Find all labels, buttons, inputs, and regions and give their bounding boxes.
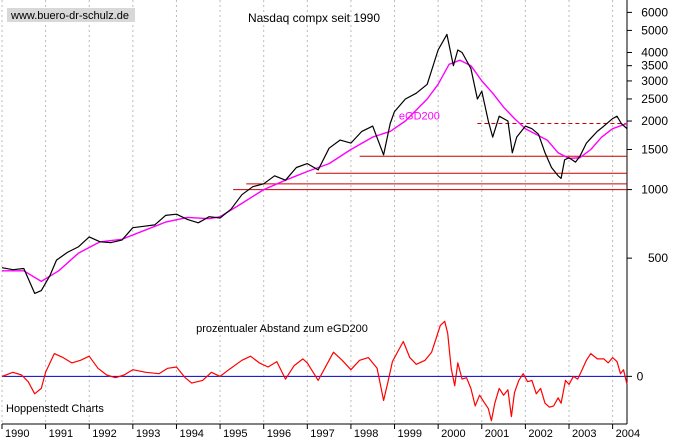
y-tick-label-3000: 3000 [641,74,668,88]
site-label-box [7,8,135,22]
source-label: Hoppenstedt Charts [6,403,104,415]
egd200-annotation: eGD200 [399,111,440,123]
y-tick-label-5000: 5000 [641,23,668,37]
y-tick-label-6000: 6000 [641,5,668,19]
x-tick-label-1992: 1992 [92,428,116,440]
y-tick-label-2000: 2000 [641,114,668,128]
y-tick-label-4000: 4000 [641,45,668,59]
x-tick-label-1993: 1993 [136,428,160,440]
lower-series-layer [1,320,628,422]
x-tick-label-1994: 1994 [179,428,203,440]
y-tick-label-2500: 2500 [641,92,668,106]
x-tick-label-2002: 2002 [528,428,552,440]
plot-frame [2,0,628,425]
y-tick-label-1000: 1000 [641,183,668,197]
x-tick-label-2003: 2003 [572,428,596,440]
x-tick-label-1991: 1991 [49,428,73,440]
x-tick-label-1995: 1995 [223,428,247,440]
x-tick-label-2000: 2000 [441,428,465,440]
x-tick-label-1999: 1999 [398,428,422,440]
x-tick-label-1990: 1990 [5,428,29,440]
support-resistance-lines [233,123,627,191]
x-tick-label-1996: 1996 [267,428,291,440]
upper-chart-title: Nasdaq compx seit 1990 [248,11,380,25]
distance-series-line [1,320,628,422]
lower-chart-title: prozentualer Abstand zum eGD200 [196,323,368,335]
upper-series-layer [1,33,628,294]
x-tick-label-1998: 1998 [354,428,378,440]
y-tick-label-1500: 1500 [641,142,668,156]
y-tick-label-3500: 3500 [641,59,668,73]
x-tick-label-1997: 1997 [310,428,334,440]
site-label[interactable]: www.buero-dr-schulz.de [10,10,129,22]
year-gridlines [1,0,614,424]
y-tick-label-500: 500 [648,251,668,265]
nasdaq-series-line [1,33,628,294]
x-tick-label-2001: 2001 [485,428,509,440]
egd200-series-line [2,59,628,283]
x-axis-ticks: 1990 1991 1992 1993 1994 1995 1996 1997 1998 1999… [1,424,640,440]
lower-y-tick-label-0: 0 [637,369,644,383]
x-tick-label-2004: 2004 [616,428,640,440]
